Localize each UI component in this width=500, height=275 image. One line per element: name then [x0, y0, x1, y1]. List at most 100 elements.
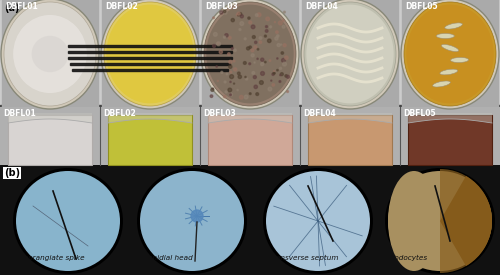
Circle shape — [254, 62, 255, 63]
Circle shape — [214, 32, 217, 36]
Circle shape — [282, 58, 286, 62]
Circle shape — [257, 58, 258, 59]
Text: DBFL01: DBFL01 — [3, 109, 36, 118]
Bar — [2, 0, 98, 111]
Circle shape — [284, 56, 288, 60]
Circle shape — [256, 93, 258, 95]
Bar — [100, 107, 200, 165]
Ellipse shape — [101, 0, 199, 109]
Circle shape — [230, 71, 232, 73]
Circle shape — [226, 73, 228, 75]
Circle shape — [238, 72, 240, 75]
Circle shape — [217, 42, 219, 45]
Circle shape — [225, 34, 228, 37]
Ellipse shape — [266, 171, 370, 271]
Circle shape — [280, 75, 281, 76]
Ellipse shape — [13, 15, 87, 93]
Circle shape — [225, 91, 227, 93]
Circle shape — [260, 72, 264, 75]
Circle shape — [224, 11, 227, 14]
Circle shape — [248, 17, 250, 19]
Ellipse shape — [104, 2, 196, 106]
Ellipse shape — [450, 57, 468, 62]
Bar — [70, 62, 230, 65]
Circle shape — [260, 81, 264, 84]
Bar — [72, 68, 228, 71]
Text: DBFL05: DBFL05 — [405, 2, 438, 11]
Ellipse shape — [106, 5, 194, 103]
Circle shape — [270, 26, 272, 28]
Circle shape — [284, 11, 286, 13]
Circle shape — [222, 9, 224, 11]
Circle shape — [251, 54, 254, 57]
Ellipse shape — [385, 168, 495, 274]
Bar — [0, 165, 500, 275]
Circle shape — [252, 35, 256, 39]
Circle shape — [259, 37, 262, 39]
Ellipse shape — [432, 81, 450, 87]
Bar — [102, 0, 198, 111]
Circle shape — [236, 14, 238, 16]
Text: DBFL04: DBFL04 — [303, 109, 336, 118]
Circle shape — [259, 41, 262, 43]
Text: DBFL03: DBFL03 — [203, 109, 236, 118]
Ellipse shape — [201, 0, 299, 109]
Circle shape — [228, 88, 232, 92]
Circle shape — [276, 69, 278, 71]
Ellipse shape — [406, 5, 494, 103]
Bar — [208, 115, 292, 165]
Circle shape — [280, 67, 281, 69]
Circle shape — [229, 60, 232, 64]
Circle shape — [282, 62, 286, 66]
Circle shape — [286, 90, 288, 92]
Bar — [68, 51, 232, 53]
Circle shape — [232, 48, 234, 50]
Ellipse shape — [388, 171, 492, 271]
Circle shape — [264, 61, 266, 63]
Circle shape — [238, 13, 242, 16]
Bar — [68, 45, 232, 47]
Wedge shape — [440, 176, 492, 266]
Circle shape — [256, 14, 258, 16]
Bar — [308, 115, 392, 165]
Circle shape — [279, 81, 281, 82]
Circle shape — [268, 39, 271, 43]
Circle shape — [274, 22, 276, 23]
Bar — [0, 0, 500, 165]
Circle shape — [272, 84, 274, 86]
Circle shape — [276, 35, 279, 37]
Circle shape — [212, 17, 214, 19]
Circle shape — [266, 17, 270, 21]
Circle shape — [276, 31, 278, 34]
Circle shape — [269, 60, 271, 61]
Circle shape — [239, 29, 241, 31]
Circle shape — [254, 41, 257, 43]
Wedge shape — [440, 169, 492, 273]
Circle shape — [251, 49, 254, 52]
Circle shape — [228, 65, 232, 68]
Circle shape — [191, 210, 203, 222]
Circle shape — [264, 35, 266, 37]
Circle shape — [240, 22, 244, 26]
Ellipse shape — [440, 69, 458, 75]
Text: DBFL03: DBFL03 — [205, 2, 238, 11]
Ellipse shape — [442, 45, 458, 52]
Circle shape — [249, 21, 252, 24]
Circle shape — [275, 37, 278, 40]
Circle shape — [231, 18, 234, 22]
Circle shape — [260, 58, 264, 61]
Ellipse shape — [32, 36, 68, 72]
Circle shape — [228, 36, 231, 39]
Circle shape — [282, 20, 284, 21]
Circle shape — [224, 36, 226, 38]
Bar — [0, 107, 100, 165]
Circle shape — [283, 44, 286, 47]
Text: Transverse septum: Transverse septum — [269, 255, 338, 261]
Circle shape — [252, 72, 254, 74]
Ellipse shape — [401, 0, 499, 109]
Text: DBFL05: DBFL05 — [403, 109, 436, 118]
Circle shape — [280, 44, 281, 45]
Circle shape — [249, 46, 252, 48]
Circle shape — [237, 12, 240, 15]
Ellipse shape — [4, 2, 96, 106]
